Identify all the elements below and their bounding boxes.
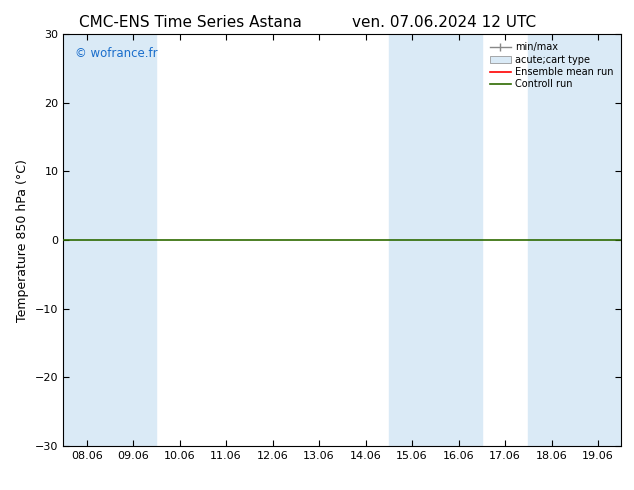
Bar	[528, 34, 621, 446]
Text: ven. 07.06.2024 12 UTC: ven. 07.06.2024 12 UTC	[352, 15, 536, 30]
Y-axis label: Temperature 850 hPa (°C): Temperature 850 hPa (°C)	[16, 159, 30, 321]
Bar	[63, 34, 157, 446]
Text: CMC-ENS Time Series Astana: CMC-ENS Time Series Astana	[79, 15, 302, 30]
Legend: min/max, acute;cart type, Ensemble mean run, Controll run: min/max, acute;cart type, Ensemble mean …	[487, 39, 616, 92]
Bar	[389, 34, 482, 446]
Text: © wofrance.fr: © wofrance.fr	[75, 47, 157, 60]
